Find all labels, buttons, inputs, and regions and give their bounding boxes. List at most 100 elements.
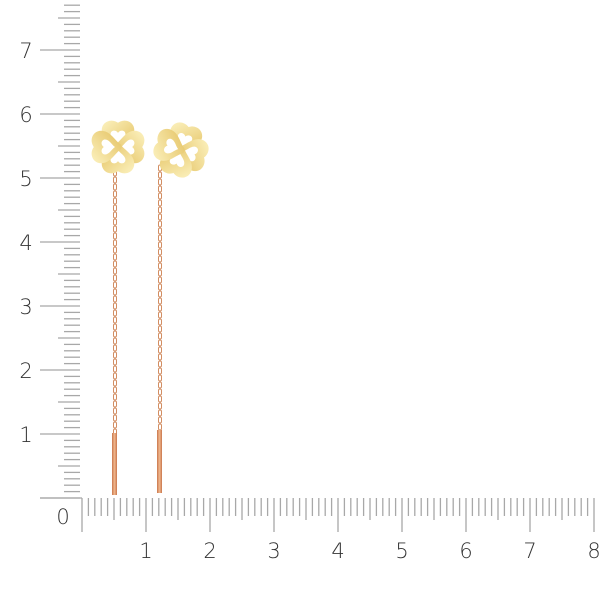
y-tick-label: 3 xyxy=(19,295,32,319)
chain-link xyxy=(158,346,162,354)
chain-link xyxy=(113,197,117,205)
chain-link xyxy=(158,269,162,277)
x-tick-label: 5 xyxy=(395,539,408,563)
chain-link xyxy=(158,255,162,263)
y-tick-label: 4 xyxy=(19,231,32,255)
chain-link xyxy=(158,248,162,256)
chain-link xyxy=(158,325,162,333)
chain-link xyxy=(113,337,117,345)
threader-bar-right xyxy=(157,430,162,493)
chain-link xyxy=(113,407,117,415)
x-tick-label: 4 xyxy=(331,539,344,563)
chain-link xyxy=(113,218,117,226)
chain-link xyxy=(113,288,117,296)
chain-link xyxy=(113,274,117,282)
chain-link xyxy=(113,358,117,366)
chain-link xyxy=(158,311,162,319)
chain-link xyxy=(113,302,117,310)
chain-link xyxy=(158,185,162,193)
chain-link xyxy=(113,309,117,317)
chain-link xyxy=(113,316,117,324)
chain-link xyxy=(113,232,117,240)
y-tick-label: 2 xyxy=(19,359,32,383)
chain-link xyxy=(158,227,162,235)
chain-link xyxy=(158,339,162,347)
chain-link xyxy=(113,393,117,401)
chain-link xyxy=(158,171,162,179)
chain-link xyxy=(113,414,117,422)
chain-link xyxy=(158,318,162,326)
threader-bar-left xyxy=(112,433,117,495)
chain-link xyxy=(158,416,162,424)
chain-link xyxy=(113,386,117,394)
chain-link xyxy=(158,262,162,270)
chain-link xyxy=(158,178,162,186)
chain-link xyxy=(158,220,162,228)
chain-link xyxy=(113,225,117,233)
clover-right xyxy=(153,122,209,178)
chain-link xyxy=(158,360,162,368)
y-tick-label: 7 xyxy=(19,39,32,63)
x-tick-label-origin: 0 xyxy=(56,505,69,529)
chain-link xyxy=(158,297,162,305)
chain-link xyxy=(158,199,162,207)
chain-link xyxy=(158,409,162,417)
chain-link xyxy=(158,206,162,214)
chain-link xyxy=(158,423,162,431)
chain-link xyxy=(158,381,162,389)
chain-link xyxy=(158,353,162,361)
chain-link xyxy=(113,190,117,198)
x-tick-label: 2 xyxy=(203,539,216,563)
chain-link xyxy=(113,183,117,191)
chain-link xyxy=(113,365,117,373)
chain-link xyxy=(158,290,162,298)
chain-link xyxy=(158,304,162,312)
chain-link xyxy=(158,276,162,284)
y-tick-label: 6 xyxy=(19,103,32,127)
chain-link xyxy=(113,295,117,303)
chain-link xyxy=(113,379,117,387)
y-tick-label: 1 xyxy=(19,423,32,447)
x-tick-label: 3 xyxy=(267,539,280,563)
chain-link xyxy=(113,246,117,254)
chain-link xyxy=(113,400,117,408)
chain-link xyxy=(113,176,117,184)
chain-link xyxy=(113,211,117,219)
chain-link xyxy=(113,323,117,331)
petal-cutout xyxy=(164,138,179,154)
chain-link xyxy=(158,388,162,396)
chain-link xyxy=(113,239,117,247)
chain-link xyxy=(113,281,117,289)
x-tick-label: 7 xyxy=(523,539,536,563)
chain-link xyxy=(113,260,117,268)
chain-link xyxy=(113,267,117,275)
y-tick-label: 5 xyxy=(19,167,32,191)
chain-link xyxy=(113,253,117,261)
chain-link xyxy=(158,213,162,221)
x-tick-label: 6 xyxy=(459,539,472,563)
chain-link xyxy=(158,192,162,200)
chain-link xyxy=(158,395,162,403)
petal-cutout xyxy=(121,139,135,155)
chain-link xyxy=(158,402,162,410)
chain-link xyxy=(158,241,162,249)
clover-left xyxy=(91,120,145,174)
petal-cutout xyxy=(110,150,126,164)
chain-link xyxy=(158,374,162,382)
chain-left xyxy=(113,169,117,436)
chain-link xyxy=(158,234,162,242)
x-tick-label: 8 xyxy=(587,539,600,563)
petal-cutout xyxy=(110,130,126,144)
chain-link xyxy=(113,372,117,380)
chain-link xyxy=(113,351,117,359)
chain-link xyxy=(113,344,117,352)
chain-link xyxy=(113,421,117,429)
chain-right xyxy=(158,164,162,431)
chain-link xyxy=(158,367,162,375)
petal-cutout xyxy=(101,139,115,155)
chain-link xyxy=(113,330,117,338)
x-tick-label: 1 xyxy=(139,539,152,563)
